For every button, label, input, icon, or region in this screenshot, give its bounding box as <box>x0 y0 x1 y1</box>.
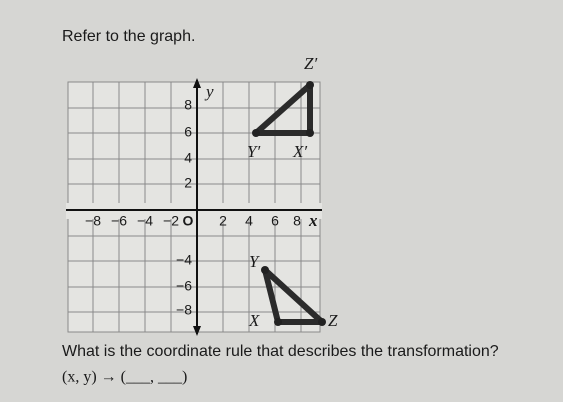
graph: y x −8 −6 −4 −2 O 2 4 6 8 8 6 4 2 −4 −6 … <box>66 54 338 336</box>
point-label: Z′ <box>304 54 317 73</box>
question: What is the coordinate rule that describ… <box>62 343 499 360</box>
vertex <box>306 129 314 137</box>
point-label: Z <box>328 311 338 330</box>
x-tick-label: 2 <box>219 213 227 229</box>
x-tick-label: −2 <box>163 213 179 229</box>
y-arrow-down <box>193 326 201 336</box>
y-tick-label: 2 <box>184 175 192 191</box>
vertex <box>252 129 260 137</box>
y-tick-label: −4 <box>176 252 192 268</box>
y-tick-label: 4 <box>184 150 192 166</box>
vertex <box>261 266 269 274</box>
vertex <box>274 318 282 326</box>
x-tick-label: 4 <box>245 213 253 229</box>
x-tick-label: 6 <box>271 213 279 229</box>
image-triangle <box>253 82 313 136</box>
vertex <box>306 81 314 89</box>
answer-template: (x, y) → (___, ___) <box>62 369 187 386</box>
y-tick-label: 6 <box>184 124 192 140</box>
origin-label: O <box>183 213 194 229</box>
point-label: X <box>248 311 260 330</box>
y-arrow <box>193 78 201 88</box>
y-tick-label: −8 <box>176 302 192 318</box>
y-tick-label: 8 <box>184 97 192 113</box>
y-axis-label: y <box>204 82 214 101</box>
instruction: Refer to the graph. <box>62 28 195 45</box>
point-label: Y′ <box>247 142 260 161</box>
point-label: X′ <box>292 142 307 161</box>
x-tick-label: −8 <box>85 213 101 229</box>
vertex <box>318 318 326 326</box>
x-axis-label: x <box>308 211 318 230</box>
point-label: Y <box>249 252 260 271</box>
x-tick-label: 8 <box>293 213 301 229</box>
pre-image-triangle <box>262 267 325 325</box>
x-tick-label: −4 <box>137 213 153 229</box>
y-tick-label: −6 <box>176 278 192 294</box>
x-tick-label: −6 <box>111 213 127 229</box>
